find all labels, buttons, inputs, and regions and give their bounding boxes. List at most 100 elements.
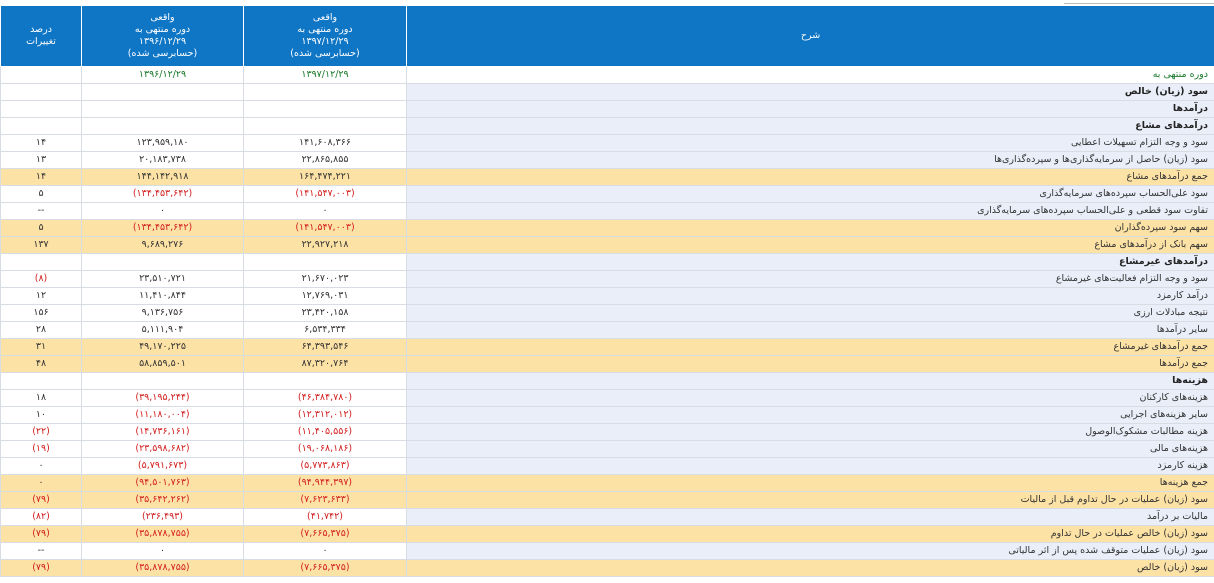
cell-value-1397: ۶۴,۳۹۳,۵۴۶ [243,338,407,356]
table-row: ۱۳۷ ۹,۶۸۹,۲۷۶ ۲۲,۹۲۷,۲۱۸ سهم بانک از درآمده… [0,236,1214,254]
cell-value-1396: ۵,۱۱۱,۹۰۴ [81,321,244,339]
cell-value-1396: (۳۹,۱۹۵,۲۴۴) [81,389,244,407]
cell-change-percent: ۱۵۶ [0,304,82,322]
table-row: -- ۰ ۰ سود (زیان) عملیات متوقف شده پس از اث… [0,542,1214,560]
header-change-percent[interactable]: درصد تغییرات [0,5,82,67]
cell-value-1397: (۹۴,۹۴۴,۳۹۷) [243,474,407,492]
cell-change-percent: (۷۹) [0,491,82,509]
cell-description: سود (زیان) خالص [406,559,1214,577]
table-row: (۲۲) (۱۴,۷۳۶,۱۶۱) (۱۱,۴۰۵,۵۵۶) هزینه مطالبا… [0,423,1214,441]
cell-description: سود (زیان) خالص [406,83,1214,101]
table-row: -- ۰ ۰ تفاوت سود قطعی و علی‌الحساب سپرده‌ها… [0,202,1214,220]
cell-description: سایر درآمدها [406,321,1214,339]
cell-description: درآمدهای غیرمشاع [406,253,1214,271]
cell-change-percent [0,253,82,271]
header-period-1396[interactable]: واقعی دوره منتهی به ۱۳۹۶/۱۲/۲۹ (حسابرسی … [81,5,244,67]
cell-change-percent [0,372,82,390]
cell-value-1396: (۱۳۴,۴۵۳,۶۴۲) [81,219,244,237]
cell-change-percent: ۲۸ [0,321,82,339]
cell-description: سود (زیان) حاصل از سرمایه‌گذاری‌ها و سپر… [406,151,1214,169]
top-bar [0,0,1214,5]
cell-value-1397: ۱۶۴,۴۷۴,۲۲۱ [243,168,407,186]
table-row: (۷۹) (۳۵,۸۷۸,۷۵۵) (۷,۶۶۵,۳۷۵) سود (زیان) خا… [0,559,1214,577]
cell-change-percent: ۱۸ [0,389,82,407]
table-row: (۷۹) (۳۵,۶۴۲,۲۶۲) (۷,۶۲۳,۶۳۳) سود (زیان) عم… [0,491,1214,509]
table-row: هزینه‌ها [0,372,1214,390]
cell-description: سود و وجه التزام فعالیت‌های غیرمشاع [406,270,1214,288]
table-row: ۱۴ ۱۲۳,۹۵۹,۱۸۰ ۱۴۱,۶۰۸,۳۶۶ سود و وجه التزام… [0,134,1214,152]
cell-value-1397: (۱۴۱,۵۴۷,۰۰۳) [243,185,407,203]
table-row: درآمدها [0,100,1214,118]
table-row: ۳۱ ۴۹,۱۷۰,۲۲۵ ۶۴,۳۹۳,۵۴۶ جمع درآمدهای غیرمش… [0,338,1214,356]
cell-value-1397: ۰ [243,202,407,220]
cell-value-1397: (۷,۶۶۵,۳۷۵) [243,525,407,543]
header-description[interactable]: شرح [406,5,1214,67]
cell-value-1396: (۲۳۶,۴۹۳) [81,508,244,526]
cell-description: درآمدهای مشاع [406,117,1214,135]
cell-value-1396: (۳۵,۸۷۸,۷۵۵) [81,525,244,543]
header-period-1397[interactable]: واقعی دوره منتهی به ۱۳۹۷/۱۲/۲۹ (حسابرسی … [243,5,407,67]
cell-value-1397: ۱۳۹۷/۱۲/۲۹ [243,66,407,84]
cell-value-1397: (۱۴۱,۵۴۷,۰۰۳) [243,219,407,237]
cell-change-percent: ۰ [0,457,82,475]
cell-value-1396 [81,372,244,390]
cell-value-1396: ۱۲۳,۹۵۹,۱۸۰ [81,134,244,152]
table-row: ۱۵۶ ۹,۱۳۶,۷۵۶ ۲۳,۴۲۰,۱۵۸ نتیجه مبادلات ارزی [0,304,1214,322]
cell-description: جمع درآمدهای غیرمشاع [406,338,1214,356]
cell-value-1397 [243,83,407,101]
cell-value-1396: ۱۱,۴۱۰,۸۴۴ [81,287,244,305]
cell-change-percent: -- [0,202,82,220]
cell-value-1396: ۲۰,۱۸۳,۷۳۸ [81,151,244,169]
cell-value-1397: ۲۳,۴۲۰,۱۵۸ [243,304,407,322]
cell-value-1397 [243,372,407,390]
cell-description: سود (زیان) خالص عملیات در حال تداوم [406,525,1214,543]
cell-change-percent [0,100,82,118]
table-row: درآمدهای غیرمشاع [0,253,1214,271]
cell-description: نتیجه مبادلات ارزی [406,304,1214,322]
cell-description: هزینه‌های مالی [406,440,1214,458]
cell-value-1396: ۹,۱۳۶,۷۵۶ [81,304,244,322]
cell-description: سود (زیان) عملیات متوقف شده پس از اثر ما… [406,542,1214,560]
cell-value-1396: (۱۳۴,۴۵۳,۶۴۲) [81,185,244,203]
cell-change-percent: ۱۴ [0,134,82,152]
cell-description: سهم بانک از درآمدهای مشاع [406,236,1214,254]
cell-description: هزینه مطالبات مشکوک‌الوصول [406,423,1214,441]
cell-change-percent: (۲۲) [0,423,82,441]
cell-value-1397 [243,117,407,135]
table-row: ۵ (۱۳۴,۴۵۳,۶۴۲) (۱۴۱,۵۴۷,۰۰۳) سود علی‌الحسا… [0,185,1214,203]
table-row: ۱۲ ۱۱,۴۱۰,۸۴۴ ۱۲,۷۶۹,۰۳۱ درآمد کارمزد [0,287,1214,305]
cell-change-percent: ۱۲ [0,287,82,305]
cell-description: درآمد کارمزد [406,287,1214,305]
cell-description: هزینه‌های کارکنان [406,389,1214,407]
table-row: ۱۳۹۶/۱۲/۲۹ ۱۳۹۷/۱۲/۲۹ دوره منتهی به [0,66,1214,84]
table-row: (۸۲) (۲۳۶,۴۹۳) (۴۱,۷۴۲) مالیات بر درآمد [0,508,1214,526]
header-row: درصد تغییرات واقعی دوره منتهی به ۱۳۹۶/۱۲… [0,5,1214,67]
cell-value-1396: ۵۸,۸۵۹,۵۰۱ [81,355,244,373]
cell-value-1396: (۹۴,۵۰۱,۷۶۳) [81,474,244,492]
cell-value-1397: (۷,۶۶۵,۳۷۵) [243,559,407,577]
cell-value-1397: ۱۲,۷۶۹,۰۳۱ [243,287,407,305]
cell-value-1396: ۱۳۹۶/۱۲/۲۹ [81,66,244,84]
cell-value-1396: ۴۹,۱۷۰,۲۲۵ [81,338,244,356]
cell-value-1397: ۲۱,۶۷۰,۰۲۳ [243,270,407,288]
cell-value-1397: (۴۱,۷۴۲) [243,508,407,526]
cell-change-percent [0,83,82,101]
cell-change-percent: ۳۱ [0,338,82,356]
cell-value-1396: ۱۴۴,۱۴۲,۹۱۸ [81,168,244,186]
cell-value-1396 [81,83,244,101]
table-row: ۴۸ ۵۸,۸۵۹,۵۰۱ ۸۷,۳۲۰,۷۶۴ جمع درآمدها [0,355,1214,373]
cell-value-1397 [243,100,407,118]
cell-change-percent: ۱۴ [0,168,82,186]
cell-value-1396: (۱۱,۱۸۰,۰۰۴) [81,406,244,424]
cell-value-1396: ۰ [81,202,244,220]
table-row: ۲۸ ۵,۱۱۱,۹۰۴ ۶,۵۳۴,۳۳۴ سایر درآمدها [0,321,1214,339]
cell-value-1397: ۱۴۱,۶۰۸,۳۶۶ [243,134,407,152]
table-row: ۰ (۵,۷۹۱,۶۷۳) (۵,۷۷۳,۸۶۳) هزینه کارمزد [0,457,1214,475]
top-bar-accent [1064,0,1214,4]
cell-value-1396: ۹,۶۸۹,۲۷۶ [81,236,244,254]
cell-description: سود (زیان) عملیات در حال تداوم قبل از ما… [406,491,1214,509]
cell-value-1396 [81,117,244,135]
cell-value-1396: ۲۳,۵۱۰,۷۲۱ [81,270,244,288]
income-statement-table: درصد تغییرات واقعی دوره منتهی به ۱۳۹۶/۱۲… [0,5,1214,577]
cell-change-percent: -- [0,542,82,560]
